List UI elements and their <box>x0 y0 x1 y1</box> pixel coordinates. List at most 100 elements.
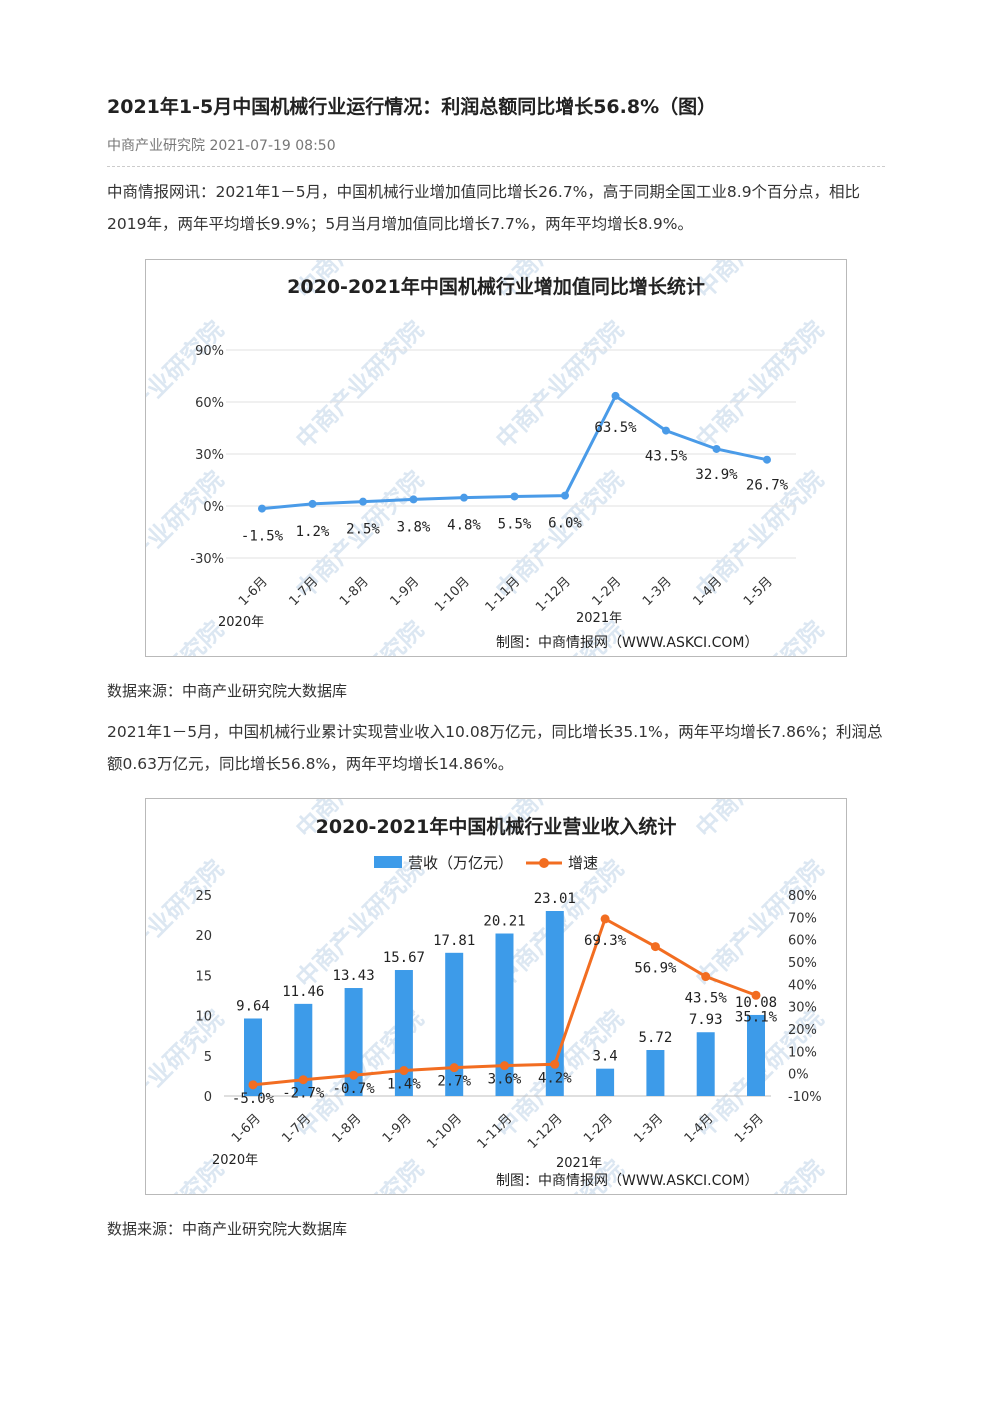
revenue-data-label: 7.93 <box>689 1012 723 1028</box>
chart-revenue: 中商产业研究院中商产业研究院中商产业研究院中商产业研究院中商产业研究院中商产业研… <box>145 798 847 1195</box>
revenue-bar <box>244 1018 262 1096</box>
revenue-bar <box>696 1032 715 1096</box>
revenue-data-label: 11.46 <box>282 984 324 1000</box>
growth-point <box>308 499 317 508</box>
y-axis-right-ticks: -10% 0% 10% 20% 30% 40% 50% 60% 70% 80% <box>788 889 822 1105</box>
chart-value-added-growth: 中商产业研究院 中商产业研究院 中商产业研究院 中商产业研究院 中商产业研究院 中商产业研… <box>145 259 847 657</box>
growth-point <box>650 942 660 952</box>
growth-point <box>701 972 711 982</box>
growth-data-label: -2.7% <box>282 1086 325 1102</box>
revenue-bars <box>244 910 765 1096</box>
x-category-label: 1-5月 <box>741 574 776 609</box>
y-left-tick-label: 25 <box>195 889 212 904</box>
revenue-data-label: 9.64 <box>236 998 270 1014</box>
x-category-label: 1-9月 <box>388 574 423 609</box>
growth-data-label: 43.5% <box>645 449 688 465</box>
growth-point <box>561 491 569 500</box>
growth-data-label: 4.2% <box>538 1070 572 1086</box>
growth-data-label: 56.9% <box>634 961 677 977</box>
growth-point <box>409 495 418 504</box>
y-right-tick-label: 70% <box>788 911 817 926</box>
y-left-tick-label: 5 <box>204 1050 212 1065</box>
x-category-label: 1-2月 <box>581 1111 616 1146</box>
y-left-tick-label: 20 <box>195 929 212 944</box>
revenue-data-label: 20.21 <box>483 914 525 930</box>
chart-legend: 营收（万亿元） 增速 <box>374 854 598 872</box>
growth-data-label: -5.0% <box>232 1091 275 1107</box>
growth-point <box>460 493 468 502</box>
revenue-bar <box>747 1014 765 1096</box>
growth-data-label: 5.5% <box>498 516 532 532</box>
y-axis-ticks: -30% 0% 30% 60% 90% <box>190 344 224 567</box>
growth-point <box>298 1075 308 1085</box>
revenue-bar <box>495 933 514 1096</box>
chart-revenue-svg: 中商产业研究院中商产业研究院中商产业研究院中商产业研究院中商产业研究院中商产业研… <box>146 799 829 1194</box>
chart-credit: 制图：中商情报网（WWW.ASKCI.COM） <box>496 1173 758 1189</box>
watermark-text: 中商产业研究院 <box>690 316 829 455</box>
data-source-note-1: 数据来源：中商产业研究院大数据库 <box>107 682 348 700</box>
growth-data-label: 1.2% <box>296 524 330 540</box>
growth-point <box>611 391 620 400</box>
growth-data-label: 1.4% <box>387 1077 421 1093</box>
watermark-text: 中商产业研究院 <box>146 260 229 304</box>
growth-data-label: 2.7% <box>437 1074 471 1090</box>
year-label-2021: 2021年 <box>576 611 622 626</box>
growth-series-points <box>258 391 771 513</box>
legend-marker-growth <box>539 858 549 868</box>
revenue-data-labels: 9.64 11.46 13.43 15.67 17.81 20.21 23.01 3.4 5.7… <box>236 891 777 1065</box>
y-left-tick-label: 15 <box>195 969 212 984</box>
growth-data-label: 35.1% <box>735 1009 778 1025</box>
y-right-tick-label: 80% <box>788 889 817 904</box>
y-right-tick-label: 40% <box>788 978 817 993</box>
growth-point <box>399 1066 409 1076</box>
watermark-text: 中商产业研究院 <box>146 466 229 605</box>
growth-point <box>500 1061 509 1071</box>
growth-data-label: 63.5% <box>594 420 637 436</box>
revenue-bar <box>596 1068 615 1096</box>
growth-data-label: 4.8% <box>447 518 481 534</box>
growth-data-label: 2.5% <box>346 522 380 538</box>
growth-point <box>248 1080 258 1090</box>
y-tick-label: 60% <box>195 396 224 411</box>
revenue-data-label: 13.43 <box>333 968 375 984</box>
growth-point <box>550 1059 560 1069</box>
revenue-data-label: 15.67 <box>383 950 425 966</box>
x-category-label: 1-2月 <box>590 574 625 609</box>
growth-point <box>510 492 519 501</box>
x-category-label: 1-6月 <box>229 1111 264 1146</box>
y-left-tick-label: 0 <box>204 1090 212 1105</box>
year-label-2020: 2020年 <box>218 615 264 630</box>
y-right-tick-label: 60% <box>788 934 817 949</box>
watermark-text: 中商产业研究院 <box>290 316 429 455</box>
watermark-text: 中商产业研究院 <box>146 855 229 994</box>
growth-point <box>449 1063 459 1073</box>
revenue-data-label: 5.72 <box>639 1030 673 1046</box>
article-title: 2021年1-5月中国机械行业运行情况：利润总额同比增长56.8%（图） <box>107 96 717 118</box>
growth-point <box>712 444 721 453</box>
year-label-2021: 2021年 <box>556 1156 602 1171</box>
growth-data-labels: -5.0% -2.7% -0.7% 1.4% 2.7% 3.6% 4.2% 69.3% 56.9… <box>232 933 778 1107</box>
revenue-bar <box>394 970 413 1096</box>
year-label-2020: 2020年 <box>212 1153 258 1168</box>
y-axis-left-ticks: 0 5 10 15 20 25 <box>195 889 212 1105</box>
growth-point <box>662 426 670 435</box>
growth-data-label: 26.7% <box>746 478 789 494</box>
chart-credit: 制图：中商情报网（WWW.ASKCI.COM） <box>496 635 758 651</box>
revenue-data-label: 10.08 <box>735 995 777 1011</box>
x-category-label: 1-5月 <box>732 1111 767 1146</box>
watermark-text: 中商产业研究院 <box>690 799 829 843</box>
y-right-tick-label: 0% <box>788 1068 809 1083</box>
growth-point <box>763 455 771 464</box>
growth-data-label: 43.5% <box>685 991 728 1007</box>
data-source-note-2: 数据来源：中商产业研究院大数据库 <box>107 1220 348 1238</box>
x-category-label: 1-9月 <box>380 1111 415 1146</box>
growth-point <box>349 1070 359 1080</box>
watermark-text: 中商产业研究院 <box>690 260 829 304</box>
growth-data-label: 32.9% <box>695 467 738 483</box>
revenue-data-label: 23.01 <box>534 891 576 907</box>
x-category-label: 1-6月 <box>236 574 271 609</box>
y-right-tick-label: 10% <box>788 1045 817 1060</box>
revenue-data-label: 3.4 <box>592 1049 617 1065</box>
growth-data-label: -0.7% <box>333 1081 376 1097</box>
